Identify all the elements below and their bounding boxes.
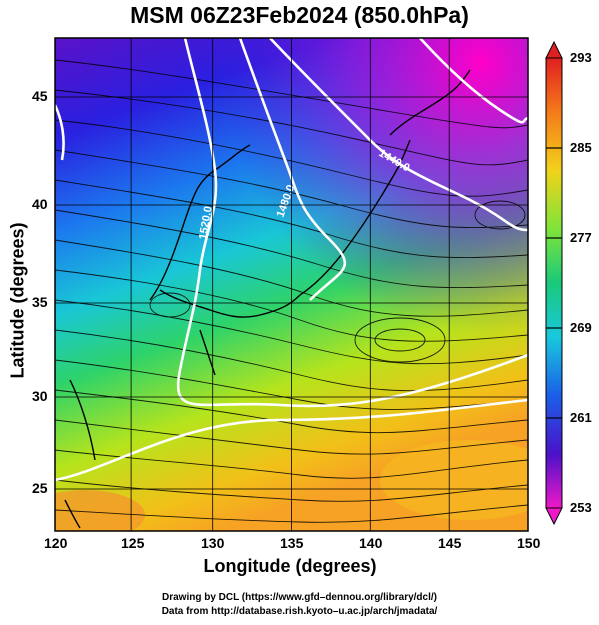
x-axis-label: Longitude (degrees): [203, 556, 377, 576]
colorbar-max-arrow: [545, 40, 563, 59]
lon-tick-130: 130: [201, 535, 225, 551]
credit-data: Data from http://database.rish.kyoto–u.a…: [161, 606, 438, 617]
grid-lines: [55, 38, 528, 531]
temperature-field: 1440.0 1480.0 1520.0: [55, 38, 528, 531]
lat-tick-45: 45: [32, 88, 48, 104]
streamlines: [55, 59, 528, 523]
lon-tick-120: 120: [44, 535, 68, 551]
colorbar-min-arrow: [545, 507, 563, 526]
lon-tick-145: 145: [438, 535, 462, 551]
colorbar-label-285: 285: [570, 140, 592, 155]
colorbar-label-269: 269: [570, 320, 592, 335]
credit-drawing: Drawing by DCL (https://www.gfd–dennou.o…: [161, 592, 437, 603]
colorbar-label-277: 277: [570, 230, 592, 245]
lon-tick-140: 140: [359, 535, 383, 551]
colorbar: [545, 40, 563, 526]
lon-tick-150: 150: [517, 535, 541, 551]
map-title: MSM 06Z23Feb2024 (850.0hPa): [130, 2, 469, 28]
height-contours: [55, 38, 528, 482]
lat-tick-25: 25: [32, 480, 48, 496]
contour-label-1520: 1520.0: [197, 205, 215, 240]
lat-tick-35: 35: [32, 294, 48, 310]
colorbar-label-261: 261: [570, 410, 592, 425]
lat-tick-40: 40: [32, 196, 48, 212]
lat-tick-30: 30: [32, 388, 48, 404]
lon-tick-125: 125: [121, 535, 145, 551]
colorbar-label-253: 253: [570, 500, 592, 515]
coastlines: [64, 69, 471, 529]
lon-tick-135: 135: [280, 535, 304, 551]
plot-frame: [54, 37, 529, 532]
colorbar-label-293: 293: [570, 50, 592, 65]
